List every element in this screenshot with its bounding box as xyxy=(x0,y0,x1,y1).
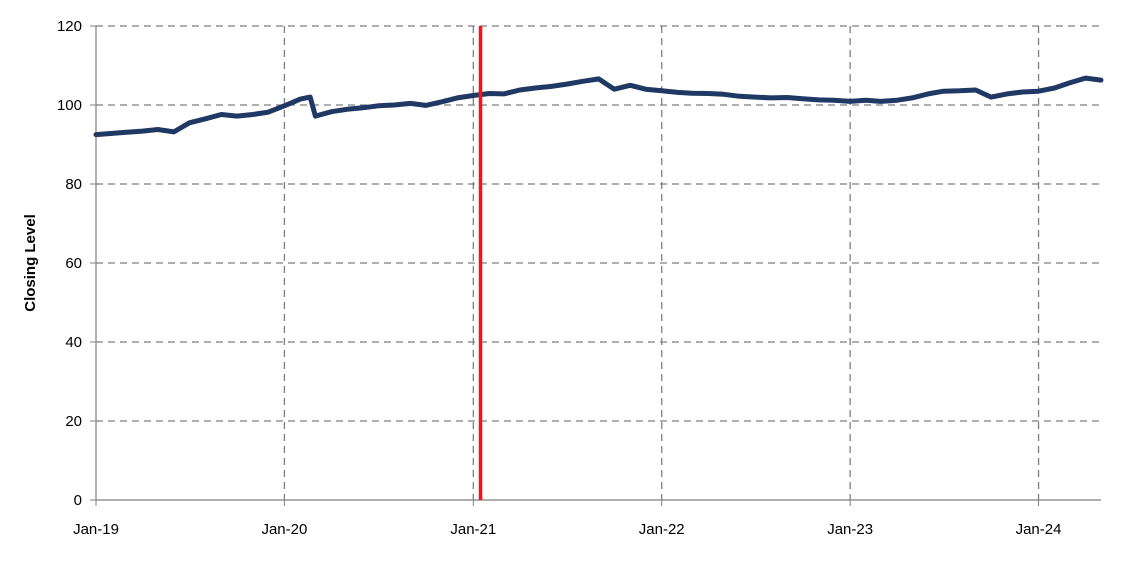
y-tick-label: 60 xyxy=(65,255,82,272)
x-tick-label: Jan-20 xyxy=(261,521,307,538)
y-tick-label: 40 xyxy=(65,334,82,351)
y-axis-title: Closing Level xyxy=(22,214,39,312)
y-tick-label: 0 xyxy=(74,492,82,509)
series-layer xyxy=(93,75,1104,138)
grid-layer xyxy=(96,25,1101,500)
x-tick-label: Jan-21 xyxy=(450,521,496,538)
x-tick-label: Jan-22 xyxy=(639,521,685,538)
series-line xyxy=(93,75,1104,138)
x-tick-label: Jan-24 xyxy=(1016,521,1062,538)
x-tick-label: Jan-23 xyxy=(827,521,873,538)
y-tick-label: 100 xyxy=(57,97,82,114)
y-tick-label: 20 xyxy=(65,413,82,430)
axes-layer: 0 20 40 60 80 100 120 Jan-19 Jan-20 Jan-21 Jan-22 J… xyxy=(57,18,1101,538)
x-tick-label: Jan-19 xyxy=(73,521,119,538)
y-tick-label: 80 xyxy=(65,176,82,193)
y-tick-label: 120 xyxy=(57,18,82,35)
